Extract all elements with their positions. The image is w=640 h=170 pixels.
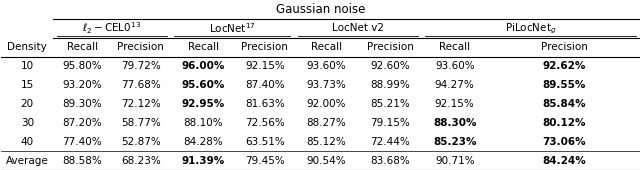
Text: 88.99%: 88.99% <box>371 80 410 90</box>
Text: 96.00%: 96.00% <box>182 61 225 71</box>
Text: Density: Density <box>8 42 47 52</box>
Text: 93.60%: 93.60% <box>435 61 474 71</box>
Text: 52.87%: 52.87% <box>121 137 161 147</box>
Text: 85.84%: 85.84% <box>542 99 586 109</box>
Text: Average: Average <box>6 156 49 166</box>
Text: 91.39%: 91.39% <box>182 156 225 166</box>
Text: 85.12%: 85.12% <box>307 137 346 147</box>
Text: 58.77%: 58.77% <box>121 118 161 128</box>
Text: 87.20%: 87.20% <box>62 118 102 128</box>
Text: Gaussian noise: Gaussian noise <box>276 3 365 16</box>
Text: 77.40%: 77.40% <box>62 137 102 147</box>
Text: 80.12%: 80.12% <box>542 118 586 128</box>
Text: 68.23%: 68.23% <box>121 156 161 166</box>
Text: 92.60%: 92.60% <box>371 61 410 71</box>
Text: Recall: Recall <box>310 42 342 52</box>
Text: 84.28%: 84.28% <box>184 137 223 147</box>
Text: LocNet v2: LocNet v2 <box>332 23 383 33</box>
Text: 10: 10 <box>20 61 34 71</box>
Text: 95.80%: 95.80% <box>62 61 102 71</box>
Text: 92.15%: 92.15% <box>245 61 285 71</box>
Text: 95.60%: 95.60% <box>182 80 225 90</box>
Text: Precision: Precision <box>541 42 588 52</box>
Text: 79.45%: 79.45% <box>245 156 285 166</box>
Text: 85.23%: 85.23% <box>433 137 476 147</box>
Text: 83.68%: 83.68% <box>371 156 410 166</box>
Text: 88.27%: 88.27% <box>307 118 346 128</box>
Text: Precision: Precision <box>241 42 289 52</box>
Text: $\mathrm{PiLocNet}_g$: $\mathrm{PiLocNet}_g$ <box>505 21 557 36</box>
Text: 92.00%: 92.00% <box>307 99 346 109</box>
Text: 15: 15 <box>20 80 34 90</box>
Text: $\mathrm{LocNet}^{17}$: $\mathrm{LocNet}^{17}$ <box>209 21 255 35</box>
Text: 89.30%: 89.30% <box>62 99 102 109</box>
Text: Precision: Precision <box>117 42 164 52</box>
Text: 93.73%: 93.73% <box>307 80 346 90</box>
Text: 88.58%: 88.58% <box>62 156 102 166</box>
Text: 73.06%: 73.06% <box>542 137 586 147</box>
Text: 40: 40 <box>20 137 34 147</box>
Text: 93.60%: 93.60% <box>307 61 346 71</box>
Text: 20: 20 <box>20 99 34 109</box>
Text: 88.10%: 88.10% <box>184 118 223 128</box>
Text: 72.56%: 72.56% <box>245 118 285 128</box>
Text: Recall: Recall <box>439 42 470 52</box>
Text: Precision: Precision <box>367 42 413 52</box>
Text: 84.24%: 84.24% <box>542 156 586 166</box>
Text: 90.71%: 90.71% <box>435 156 474 166</box>
Text: 72.12%: 72.12% <box>121 99 161 109</box>
Text: $\ell_2 - \mathrm{CEL0}^{13}$: $\ell_2 - \mathrm{CEL0}^{13}$ <box>83 21 141 36</box>
Text: 87.40%: 87.40% <box>245 80 285 90</box>
Text: 88.30%: 88.30% <box>433 118 476 128</box>
Text: 79.15%: 79.15% <box>371 118 410 128</box>
Text: 92.95%: 92.95% <box>182 99 225 109</box>
Text: 79.72%: 79.72% <box>121 61 161 71</box>
Text: 85.21%: 85.21% <box>371 99 410 109</box>
Text: 81.63%: 81.63% <box>245 99 285 109</box>
Text: Recall: Recall <box>188 42 219 52</box>
Text: 72.44%: 72.44% <box>371 137 410 147</box>
Text: 92.15%: 92.15% <box>435 99 475 109</box>
Text: 63.51%: 63.51% <box>245 137 285 147</box>
Text: 94.27%: 94.27% <box>435 80 475 90</box>
Text: 30: 30 <box>20 118 34 128</box>
Text: 77.68%: 77.68% <box>121 80 161 90</box>
Text: 90.54%: 90.54% <box>307 156 346 166</box>
Text: 93.20%: 93.20% <box>62 80 102 90</box>
Text: Recall: Recall <box>67 42 98 52</box>
Text: 92.62%: 92.62% <box>542 61 586 71</box>
Text: 89.55%: 89.55% <box>542 80 586 90</box>
